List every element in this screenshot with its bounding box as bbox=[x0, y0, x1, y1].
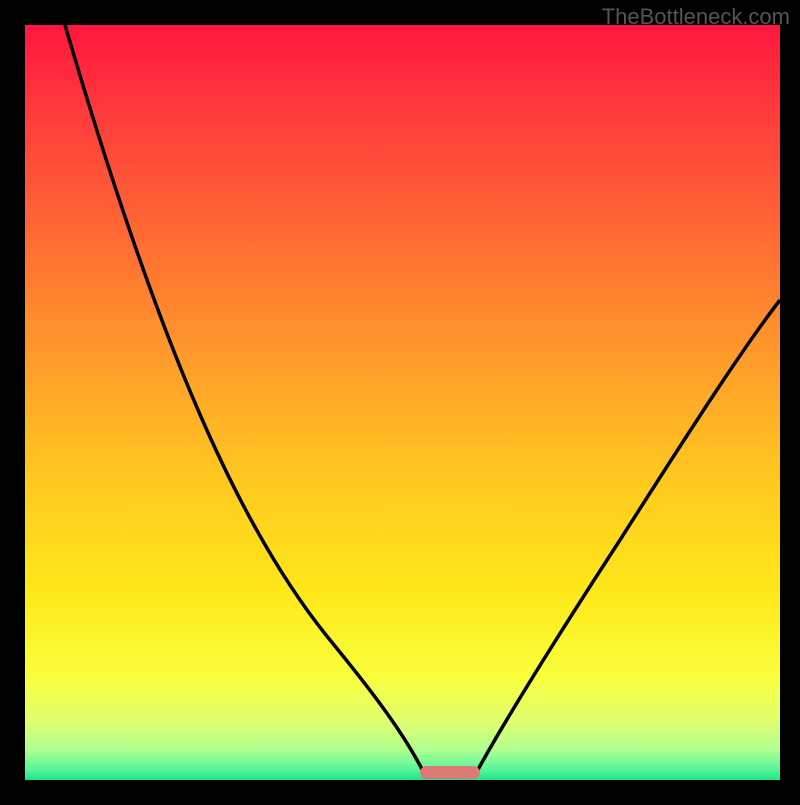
plot-background bbox=[25, 25, 780, 780]
bottleneck-chart bbox=[0, 0, 800, 800]
chart-container: TheBottleneck.com bbox=[0, 0, 800, 800]
optimal-marker bbox=[420, 766, 480, 779]
watermark-text: TheBottleneck.com bbox=[602, 4, 790, 30]
